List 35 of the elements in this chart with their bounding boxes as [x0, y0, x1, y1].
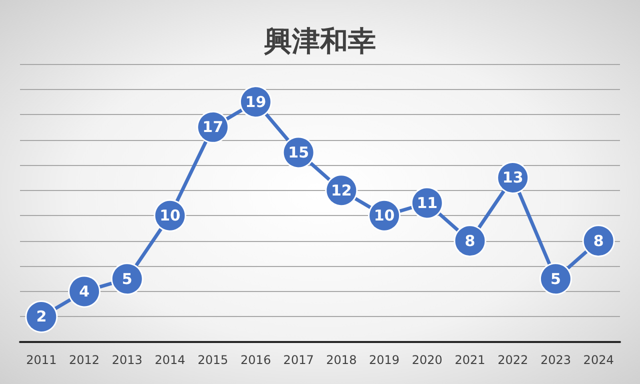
x-tick-label: 2023 — [540, 353, 571, 367]
data-label: 11 — [416, 194, 438, 212]
data-label: 8 — [593, 232, 604, 250]
point — [582, 224, 615, 258]
data-label: 19 — [245, 92, 266, 111]
data-label: 13 — [502, 168, 524, 187]
data-label: 5 — [550, 270, 561, 288]
data-label: 10 — [160, 206, 180, 225]
x-tick-label: 2011 — [26, 353, 57, 367]
x-tick-label: 2014 — [154, 353, 186, 367]
x-tick-label: 2012 — [69, 353, 100, 367]
x-tick-label: 2022 — [498, 353, 528, 367]
chart-title: 興津和幸 — [263, 24, 376, 58]
data-label: 8 — [464, 232, 476, 250]
x-tick-label: 2019 — [369, 353, 400, 367]
x-tick-label: 2020 — [412, 353, 442, 367]
data-label: 2 — [36, 308, 47, 326]
x-tick-label: 2015 — [198, 353, 228, 367]
data-label: 12 — [330, 181, 352, 200]
data-label: 15 — [288, 143, 310, 162]
point — [539, 262, 572, 296]
data-label: 17 — [202, 118, 224, 136]
data-label: 5 — [122, 270, 132, 288]
point — [454, 224, 486, 258]
point — [25, 300, 58, 333]
x-tick-label: 2017 — [283, 353, 314, 367]
data-label: 4 — [79, 282, 90, 300]
x-tick-label: 2021 — [454, 353, 486, 367]
x-tick-label: 2018 — [326, 353, 357, 367]
x-tick-label: 2024 — [583, 353, 614, 367]
point — [68, 275, 101, 308]
x-tick-label: 2016 — [240, 353, 271, 367]
data-label: 10 — [374, 206, 395, 225]
point — [110, 262, 144, 296]
x-tick-label: 2013 — [112, 353, 142, 367]
